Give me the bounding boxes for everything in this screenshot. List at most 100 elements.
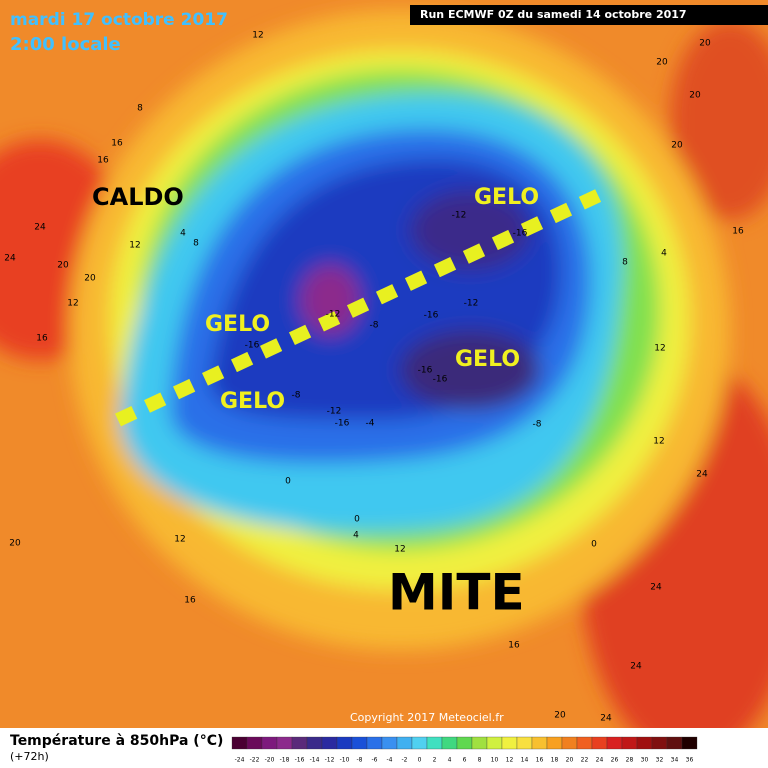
legend-label: 24 xyxy=(596,757,604,764)
legend-swatch xyxy=(396,736,413,750)
legend-label: -2 xyxy=(402,757,408,764)
contour-label: -8 xyxy=(292,391,301,401)
legend-swatch xyxy=(336,736,353,750)
legend-label: 8 xyxy=(478,757,482,764)
contour-label: 12 xyxy=(129,241,140,251)
contour-label: 4 xyxy=(353,531,359,541)
annotation: GELO xyxy=(455,347,520,372)
legend-label: 36 xyxy=(686,757,694,764)
legend-swatch xyxy=(621,736,638,750)
contour-label: 0 xyxy=(591,540,597,550)
annotation: GELO xyxy=(474,185,539,210)
legend-swatch xyxy=(591,736,608,750)
temperature-field xyxy=(0,10,768,760)
contour-label: 8 xyxy=(137,104,143,114)
contour-label: -16 xyxy=(418,366,433,376)
legend-swatch xyxy=(306,736,323,750)
legend-swatch xyxy=(426,736,443,750)
legend-swatch xyxy=(546,736,563,750)
contour-label: 20 xyxy=(9,539,21,549)
legend-label: 14 xyxy=(521,757,529,764)
contour-label: 20 xyxy=(57,261,69,271)
legend-label: 20 xyxy=(566,757,574,764)
forecast-lead: (+72h) xyxy=(10,750,49,763)
contour-label: 24 xyxy=(650,583,662,593)
legend-label: 0 xyxy=(418,757,422,764)
contour-label: -16 xyxy=(513,229,528,239)
legend-swatch xyxy=(636,736,653,750)
legend-swatch xyxy=(381,736,398,750)
contour-label: -8 xyxy=(533,420,542,430)
legend-swatch xyxy=(261,736,278,750)
contour-label: 24 xyxy=(600,714,612,724)
time: 2:00 locale xyxy=(10,34,121,55)
front-line xyxy=(115,183,613,427)
legend-label: -14 xyxy=(310,757,320,764)
legend-swatch xyxy=(531,736,548,750)
legend-swatch xyxy=(441,736,458,750)
contour-label: -4 xyxy=(366,419,375,429)
legend-label: 32 xyxy=(656,757,664,764)
contour-label: 12 xyxy=(394,545,405,555)
legend-swatch xyxy=(651,736,668,750)
contour-label: 12 xyxy=(67,299,78,309)
legend-label: 22 xyxy=(581,757,589,764)
contour-label: 20 xyxy=(554,711,566,721)
footer-title: Température à 850hPa (°C) xyxy=(10,733,223,749)
contour-label: 0 xyxy=(354,515,360,525)
contour-label: 16 xyxy=(97,156,109,166)
legend-swatch xyxy=(456,736,473,750)
contour-label: 12 xyxy=(653,437,664,447)
legend-swatch xyxy=(681,736,698,750)
contour-label: 24 xyxy=(4,254,16,264)
contour-label: 24 xyxy=(630,662,642,672)
legend-label: 2 xyxy=(433,757,437,764)
contour-label: -16 xyxy=(245,341,260,351)
legend-label: 6 xyxy=(463,757,467,764)
contour-label: 4 xyxy=(661,249,667,259)
legend-label: 18 xyxy=(551,757,559,764)
legend-swatch xyxy=(411,736,428,750)
legend-swatch xyxy=(231,736,248,750)
legend-label: -18 xyxy=(280,757,290,764)
legend-swatch xyxy=(576,736,593,750)
legend-swatch xyxy=(471,736,488,750)
legend-swatch xyxy=(501,736,518,750)
legend-label: -4 xyxy=(387,757,393,764)
annotation: MITE xyxy=(388,564,525,622)
contour-label: 24 xyxy=(696,470,708,480)
legend-label: -16 xyxy=(295,757,305,764)
annotation: CALDO xyxy=(92,183,184,211)
legend-label: 28 xyxy=(626,757,634,764)
contour-label: 8 xyxy=(622,258,628,268)
contour-label: -12 xyxy=(327,407,342,417)
legend-label: -22 xyxy=(250,757,260,764)
legend-label: 26 xyxy=(611,757,619,764)
legend-swatch xyxy=(561,736,578,750)
contour-label: 8 xyxy=(193,239,199,249)
legend-swatch xyxy=(486,736,503,750)
legend-swatch xyxy=(351,736,368,750)
contour-label: -12 xyxy=(464,299,479,309)
legend-swatch xyxy=(366,736,383,750)
legend-swatch xyxy=(321,736,338,750)
legend-label: -10 xyxy=(340,757,350,764)
copyright: Copyright 2017 Meteociel.fr xyxy=(350,711,504,724)
legend-label: 30 xyxy=(641,757,649,764)
contour-label: 16 xyxy=(36,334,48,344)
legend-label: -20 xyxy=(265,757,275,764)
legend-label: -8 xyxy=(357,757,363,764)
contour-label: 12 xyxy=(174,535,185,545)
legend-label: 4 xyxy=(448,757,452,764)
annotation: GELO xyxy=(205,312,270,337)
legend-swatch xyxy=(666,736,683,750)
contour-label: 20 xyxy=(671,141,683,151)
run-info: Run ECMWF 0Z du samedi 14 octobre 2017 xyxy=(420,8,687,21)
contour-label: 16 xyxy=(184,596,196,606)
contour-label: -8 xyxy=(370,321,379,331)
legend-swatch xyxy=(516,736,533,750)
contour-label: 4 xyxy=(180,229,186,239)
legend-label: 12 xyxy=(506,757,514,764)
contour-label: 24 xyxy=(34,223,46,233)
annotation: GELO xyxy=(220,389,285,414)
